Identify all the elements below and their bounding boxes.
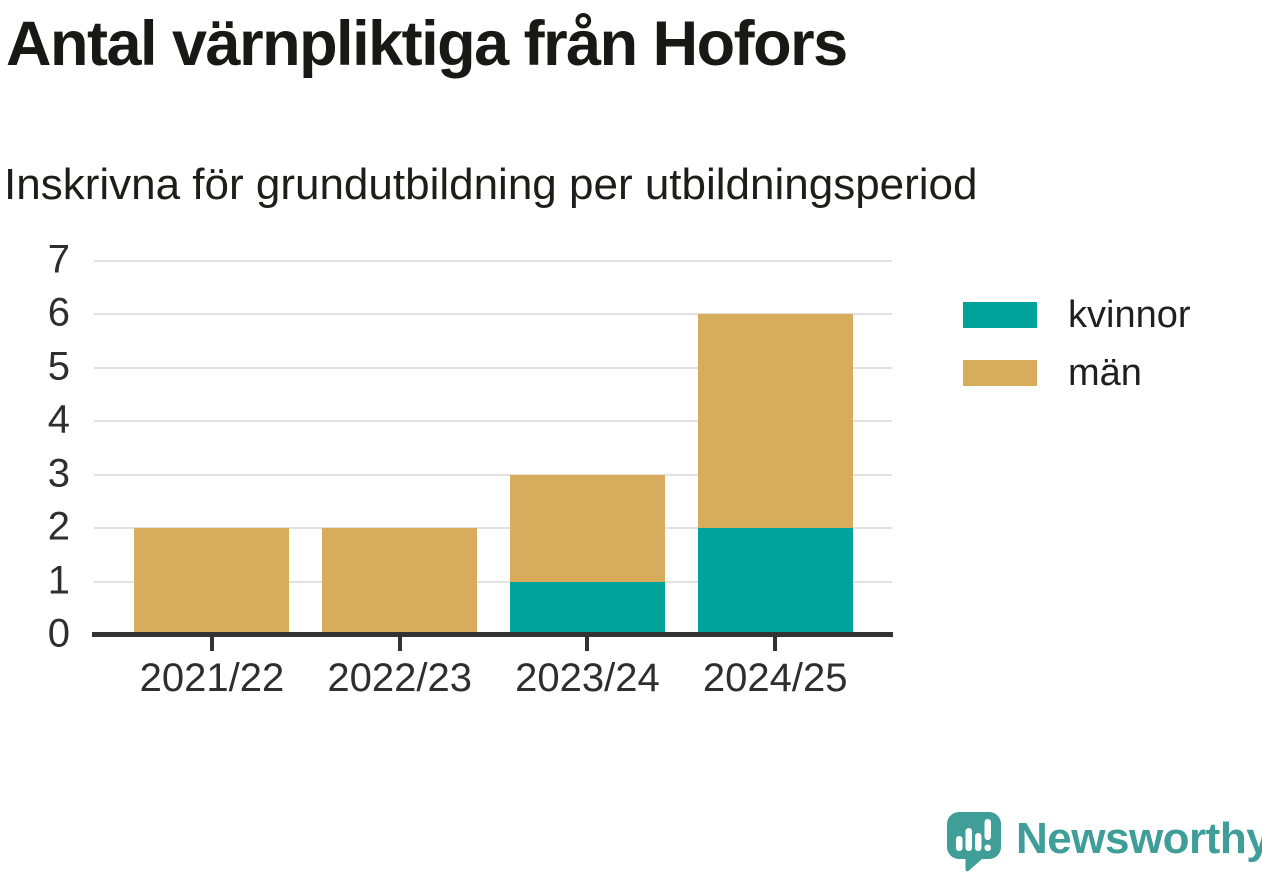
x-axis-label-2024-25: 2024/25 [702, 656, 848, 700]
bar-segment-män-2024-25 [697, 314, 853, 529]
legend-label-män: män [1068, 352, 1142, 394]
x-axis-label-2022-23: 2022/23 [327, 656, 472, 700]
x-axis-tick-2024-25 [773, 637, 778, 651]
gridline-y-7 [94, 260, 892, 262]
legend-label-kvinnor: kvinnor [1068, 294, 1191, 336]
branding: Newsworthy [945, 810, 1262, 873]
chart-title: Antal värnpliktiga från Hofors [6, 9, 848, 79]
x-axis-tick-2022-23 [397, 637, 402, 651]
x-axis-line [92, 632, 893, 637]
y-axis-tick-label-3: 3 [47, 451, 70, 496]
chart-subtitle: Inskrivna för grundutbildning per utbild… [4, 160, 978, 209]
legend-item-män: män [963, 354, 1191, 392]
plot-area [94, 260, 892, 635]
gridline-y-4 [94, 420, 892, 423]
legend: kvinnor män [963, 296, 1191, 418]
y-axis-tick-label-7: 7 [47, 237, 70, 282]
bar-segment-män-2021-22 [134, 528, 290, 635]
x-axis-tick-2021-22 [209, 637, 214, 651]
y-axis-tick-label-2: 2 [47, 504, 70, 549]
bar-segment-kvinnor-2024-25 [697, 528, 853, 635]
bar-segment-män-2023-24 [509, 474, 665, 582]
y-axis-tick-label-1: 1 [47, 557, 70, 602]
legend-swatch-män [963, 360, 1037, 386]
legend-item-kvinnor: kvinnor [963, 296, 1191, 334]
gridline-y-5 [94, 366, 892, 369]
gridline-y-2 [94, 527, 892, 530]
y-axis-tick-label-0: 0 [47, 611, 70, 656]
y-axis-tick-label-4: 4 [47, 397, 70, 442]
y-axis-tick-label-6: 6 [47, 290, 70, 335]
bar-segment-män-2022-23 [322, 528, 478, 635]
legend-swatch-kvinnor [963, 302, 1037, 328]
bar-segment-kvinnor-2023-24 [509, 581, 665, 635]
gridline-y-6 [94, 313, 892, 316]
gridline-y-3 [94, 473, 892, 476]
brand-wordmark: Newsworthy [1016, 813, 1262, 863]
newsworthy-speech-bubble-chart-icon [947, 812, 1001, 872]
x-axis-label-2021-22: 2021/22 [139, 656, 285, 700]
x-axis-label-2023-24: 2023/24 [515, 656, 660, 700]
y-axis-tick-label-5: 5 [47, 344, 70, 389]
gridline-y-1 [94, 580, 892, 583]
x-axis-tick-2023-24 [585, 637, 590, 651]
